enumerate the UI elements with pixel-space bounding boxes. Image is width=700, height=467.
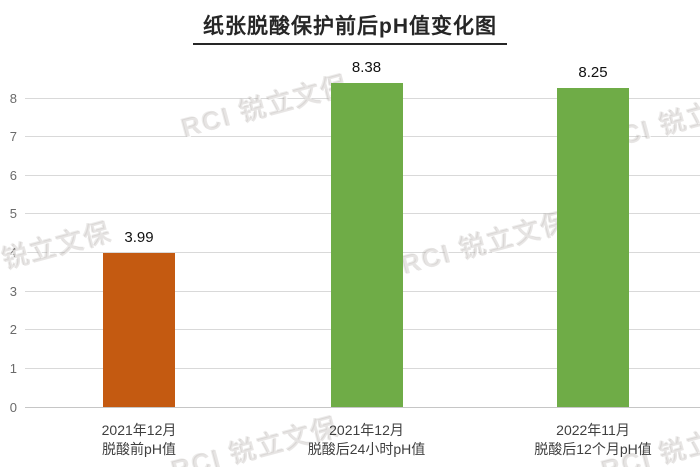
y-axis-tick-label: 0 [9, 399, 17, 415]
category-label-line: 2021年12月 [329, 422, 404, 438]
category-label: 2022年11月脱酸后12个月pH值 [503, 421, 683, 459]
category-label-line: 2021年12月 [101, 422, 177, 438]
category-label-line: 2022年11月 [556, 422, 630, 438]
y-axis-tick-label: 2 [9, 322, 17, 338]
bar-value-label: 8.25 [578, 64, 608, 82]
y-axis-tick-label: 8 [9, 90, 17, 106]
y-axis-tick-label: 1 [9, 360, 17, 376]
chart-title: 纸张脱酸保护前后pH值变化图 [203, 15, 497, 38]
y-axis-tick-label: 4 [9, 245, 17, 260]
y-axis-tick-label: 6 [9, 167, 17, 183]
category-label-line: 脱酸后12个月pH值 [534, 441, 652, 457]
bar-value-label: 3.99 [124, 228, 154, 246]
category-label: 2021年12月 脱酸前pH值 [49, 421, 229, 459]
bar-1 [103, 252, 175, 407]
title-underline [193, 43, 507, 45]
bar-value-label: 8.38 [351, 59, 382, 77]
gridline-y0 [25, 406, 700, 408]
y-axis-tick-label: 7 [9, 129, 17, 145]
bar-3 [557, 88, 629, 407]
category-label: 2021年12月脱酸后24小时pH值 [277, 421, 457, 459]
category-label-line: 脱酸后24小时pH值 [307, 441, 426, 457]
category-label-line: 脱酸前pH值 [102, 441, 176, 457]
y-axis-tick-label: 5 [9, 206, 17, 222]
y-axis-tick-label: 3 [9, 283, 17, 299]
bar-2 [330, 83, 403, 407]
